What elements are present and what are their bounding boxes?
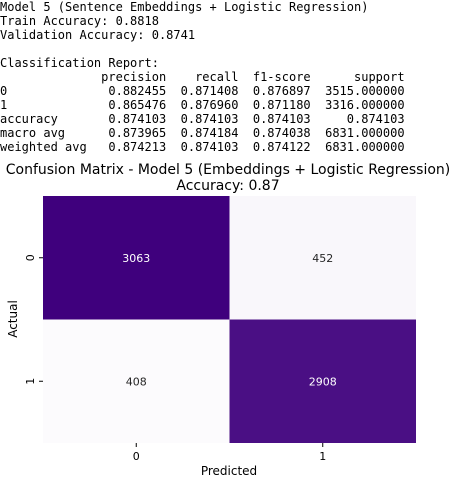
console-line-report-heading: Classification Report: xyxy=(0,56,159,70)
cell-value-label: 452 xyxy=(312,252,333,265)
console-line-train-accuracy: Train Accuracy: 0.8818 xyxy=(0,14,159,28)
chart-subtitle: Accuracy: 0.87 xyxy=(176,178,279,194)
console-line-weighted-avg: weighted avg 0.874213 0.874103 0.874122 … xyxy=(0,140,405,154)
console-line-class-0: 0 0.882455 0.871408 0.876897 3515.000000 xyxy=(0,84,405,98)
console-line-report-header: precision recall f1-score support xyxy=(0,70,405,84)
cell-value-label: 2908 xyxy=(309,375,337,388)
console-line-validation-accuracy: Validation Accuracy: 0.8741 xyxy=(0,28,196,42)
heatmap-cell xyxy=(229,196,416,320)
heatmap-cell xyxy=(229,319,416,443)
chart-title: Confusion Matrix - Model 5 (Embeddings +… xyxy=(6,162,451,178)
console-line-class-1: 1 0.865476 0.876960 0.871180 3316.000000 xyxy=(0,98,405,112)
console-line-macro-avg: macro avg 0.873965 0.874184 0.874038 683… xyxy=(0,126,405,140)
cell-value-label: 408 xyxy=(126,375,147,388)
y-axis-label: Actual xyxy=(6,300,20,338)
y-tick-label: 1 xyxy=(24,378,37,385)
x-axis-label: Predicted xyxy=(201,464,257,478)
y-tick-label: 0 xyxy=(24,254,37,261)
x-tick-label: 1 xyxy=(319,450,326,463)
console-line-model-name: Model 5 (Sentence Embeddings + Logistic … xyxy=(0,0,369,14)
heatmap-cells: 3063 452 408 2908 xyxy=(43,196,416,443)
cell-value-label: 3063 xyxy=(122,252,150,265)
heatmap-cell xyxy=(43,319,230,443)
x-tick-label: 0 xyxy=(133,450,140,463)
console-output: Model 5 (Sentence Embeddings + Logistic … xyxy=(0,0,405,154)
heatmap-cell xyxy=(43,196,230,320)
axis-ticks: 0 1 0 1 xyxy=(24,254,326,463)
console-line-accuracy: accuracy 0.874103 0.874103 0.874103 0.87… xyxy=(0,112,405,126)
